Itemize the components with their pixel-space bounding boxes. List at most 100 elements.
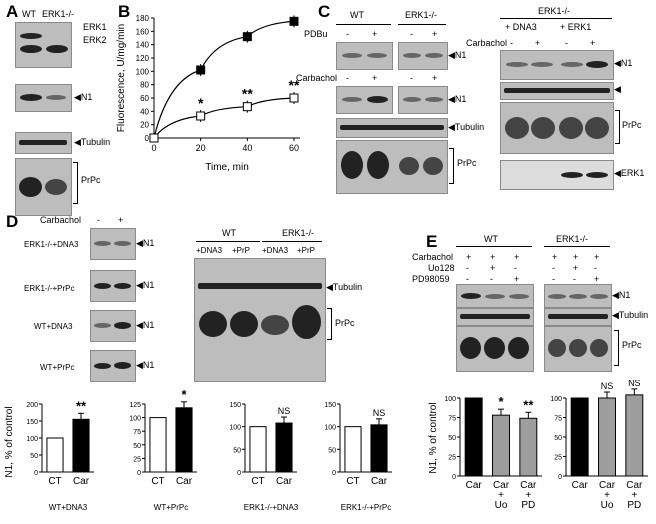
chart-b-ylabel: Fluorescence, U/mg/min (116, 24, 127, 132)
e-chart-1-bar-1 (598, 397, 616, 477)
c-right-sign-2: - (565, 38, 568, 48)
e-chart-0-ytick-label-0: 0 (452, 474, 456, 481)
c-marker-prpc: PrPc (457, 158, 477, 168)
d-chart-0-ytick-label-0: 0 (34, 470, 38, 477)
d-right-marker-prpc: PrPc (335, 318, 355, 328)
c-right-sign-1: + (535, 38, 541, 48)
e-chart-1-ytick-label-3: 75 (554, 416, 562, 423)
d-chart-0-cat-label-1: Car (73, 476, 90, 487)
e-chart-1-bar-0 (570, 397, 589, 477)
bracket-c-right-prpc (615, 110, 620, 144)
e-sign-0-1-0: - (466, 263, 469, 273)
c-pdbu-sign-0: - (346, 29, 349, 39)
b-point-0-1 (196, 65, 206, 75)
b-point-1-3 (289, 93, 299, 103)
e-chart-0-sig-2: ** (523, 397, 534, 412)
b-ytick-label-8: 160 (136, 27, 150, 36)
d-chart-3-bar-0 (344, 426, 362, 473)
d-carbachol-label: Carbachol (40, 215, 82, 225)
panel-label-c: C (318, 2, 331, 21)
d-chart-2-ytick-label-2: 100 (229, 425, 241, 432)
b-series-line-1 (153, 97, 295, 139)
c-group-erk1: ERK1-/- (405, 10, 438, 20)
e-chart-1-ytick-label-0: 0 (558, 474, 562, 481)
c-carbachol-label: Carbachol (296, 73, 338, 83)
blot-c-n1-pdbu-wt (336, 42, 393, 70)
d-chart-0-bar-0 (46, 437, 64, 473)
d-chart-1-ytick-label-4: 100 (129, 416, 141, 423)
d-marker-n1-2: ◀N1 (136, 320, 155, 330)
c-right-group-erk1: + ERK1 (560, 22, 592, 32)
b-xtick-label-0: 0 (151, 143, 156, 153)
c-carb-sign-3: + (432, 73, 438, 83)
b-ytick-label-4: 80 (140, 81, 149, 90)
blot-c-right-tubulin (500, 82, 614, 100)
c-right-marker-prpc: PrPc (622, 120, 642, 130)
e-chart-0-bar-0 (464, 397, 483, 477)
e-chart-0-ytick-label-4: 100 (444, 396, 456, 403)
e-chart-1-ytick-label-4: 100 (550, 396, 562, 403)
bracket-e-prpc (614, 330, 619, 366)
d-chart-3-ytick-label-2: 100 (324, 425, 336, 432)
blot-c-n1-pdbu-erk1 (398, 42, 448, 70)
d-chart-3-ytick-label-3: 150 (324, 402, 336, 409)
c-right-title: ERK1-/- (538, 6, 571, 16)
e-chart-1-cat-label-2: Car (626, 480, 643, 491)
d-chart-2-ytick-label-0: 0 (237, 470, 241, 477)
e-ylabel: N1, % of control (428, 402, 439, 473)
d-chart-0-ytick-label-4: 200 (26, 402, 38, 409)
e-chart-0-cat-label-1-1: + (498, 490, 504, 501)
b-ytick-label-9: 180 (136, 14, 150, 23)
e-group-erk1: ERK1-/- (556, 234, 589, 244)
e-chart-1-cat-label-2-1: + (631, 490, 637, 501)
d-chart-2-ytick-label-1: 50 (233, 447, 241, 454)
marker-erk2: ERK2 (83, 35, 107, 45)
d-chart-3-xlabel: ERK1-/-+PrPc (341, 503, 391, 512)
d-chart-3-cat-label-1: Car (371, 476, 388, 487)
e-sign-0-1-1: + (490, 263, 496, 273)
d-ylabel: N1, % of control (4, 406, 15, 477)
blot-e-tub-erk1 (544, 308, 612, 326)
panel-label-b: B (118, 2, 131, 21)
c-marker-n1-b: ◀N1 (448, 94, 467, 104)
b-xtick-label-2: 40 (242, 143, 252, 153)
b-ytick-label-7: 140 (136, 41, 150, 50)
e-sign-1-2-0: - (552, 274, 555, 284)
e-sign-1-1-1: + (573, 263, 579, 273)
e-sign-1-2-2: + (594, 274, 600, 284)
c-carb-sign-1: + (372, 73, 378, 83)
e-chart-1-cat-label-1-1: + (604, 490, 610, 501)
d-right-lane-3: +PrP (297, 246, 316, 255)
e-sign-1-0-2: + (594, 252, 600, 262)
lane-label-erk1: ERK1-/- (42, 9, 75, 19)
d-chart-2-cat-label-1: Car (276, 476, 293, 487)
b-ytick-label-2: 40 (140, 107, 149, 116)
e-chart-1-cat-label-0: Car (572, 480, 589, 491)
d-chart-3-sig-1: NS (373, 408, 386, 418)
b-ytick-label-6: 120 (136, 54, 150, 63)
e-chart-1-ytick-label-2: 50 (554, 435, 562, 442)
e-marker-tubulin: ◀Tubulin (612, 310, 649, 320)
lane-label-wt: WT (22, 9, 36, 19)
e-chart-0-cat-label-2: Car (520, 480, 537, 491)
blot-c-prpc (336, 140, 448, 194)
panel-label-d: D (6, 212, 19, 231)
c-right-sign-3: + (590, 38, 596, 48)
d-sign-1: + (118, 215, 124, 225)
e-chart-1-cat-label-1-2: Uo (601, 500, 614, 511)
e-chart-0-bar-1 (492, 414, 510, 477)
bracket-d-prpc (327, 308, 332, 340)
b-point-0-3 (289, 16, 299, 26)
d-chart-0-ytick-label-1: 50 (30, 453, 38, 460)
blot-c-right-n1 (500, 50, 614, 80)
c-right-marker-n1: ◀N1 (614, 58, 633, 68)
b-xtick-label-3: 60 (289, 143, 299, 153)
e-chart-0-bar-2 (519, 417, 538, 477)
e-chart-1-bar-2 (625, 394, 644, 477)
b-point-1-0 (149, 133, 159, 143)
d-chart-0-bar-1 (72, 418, 90, 473)
d-chart-1-ytick-label-5: 125 (129, 402, 141, 409)
b-xtick-label-1: 20 (196, 143, 206, 153)
d-chart-3-ytick-label-1: 50 (328, 447, 336, 454)
